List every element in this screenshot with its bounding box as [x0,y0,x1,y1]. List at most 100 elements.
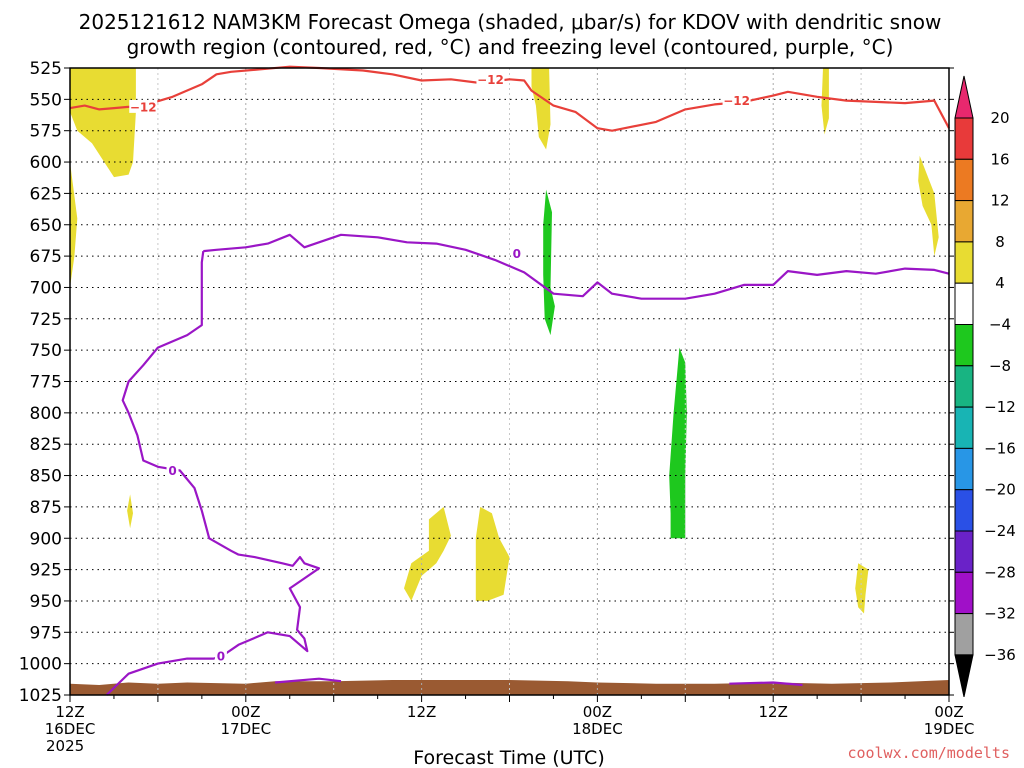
y-tick-label-575: 575 [30,122,62,142]
x-tick-label-60-1: 19DEC [924,720,975,738]
colorbar-segment-11 [954,530,974,573]
y-axis-ticks: 525 550 575 600 625 650 675 700 725 750 775 800 825 8… [19,59,954,706]
x-tick-label-36-1: 18DEC [572,720,623,738]
omega-positive-region-8 [855,563,869,614]
y-tick-label-775: 775 [30,373,62,393]
colorbar-label-12: −32 [984,605,1016,623]
colorbar-segment-12 [954,571,974,615]
y-tick-label-550: 550 [30,90,62,110]
y-tick-label-1025: 1025 [19,686,62,706]
x-tick-label-36-0: 00Z [583,703,612,721]
plot-area [70,68,949,695]
omega-positive-region-6 [404,506,451,601]
colorbar-label-2: 12 [990,192,1009,210]
colorbar-label-8: −16 [984,439,1016,457]
y-tick-label-825: 825 [30,435,62,455]
colorbar-label-3: 8 [995,233,1005,251]
colorbar-segment-7 [954,365,974,408]
dgz-label-2-bg [476,72,505,86]
freezing-label-3-bg [214,649,227,663]
x-tick-label-24-0: 12Z [407,703,436,721]
y-tick-label-525: 525 [30,59,62,79]
freezing-label-1-bg [510,246,523,260]
grid-lines [70,68,949,695]
freezing-label-2-bg [166,463,179,477]
freezing-label-1: 0 [513,247,521,261]
terrain-polygon [70,680,949,695]
colorbar-top-arrow [954,75,974,119]
x-tick-label-0-0: 12Z [55,703,84,721]
omega-negative-region-1 [669,347,687,539]
colorbar: 20 16 12 8 4 −4 −8 −12 −16 −20 −24 −28 −32 −36 [954,75,1016,698]
freezing-surface-segment-0 [275,677,342,684]
chart-title-line1: 2025121612 NAM3KM Forecast Omega (shaded… [79,10,942,34]
dgz-label-1-bg [129,99,158,113]
y-tick-label-975: 975 [30,623,62,643]
colorbar-segment-10 [954,489,974,532]
colorbar-segment-4 [954,241,974,284]
x-tick-label-12-1: 17DEC [221,720,272,738]
dgz-contour-line [69,65,950,132]
colorbar-segment-3 [954,200,974,243]
contour-lines: −12 −12 −12 0 0 0 [69,65,950,696]
x-axis-label: Forecast Time (UTC) [413,747,604,768]
colorbar-segment-5 [954,282,974,326]
colorbar-label-5: −4 [989,316,1011,334]
colorbar-label-0: 20 [990,109,1009,127]
freezing-contour-line-low [105,250,321,696]
chart-title-line2: growth region (contoured, red, °C) and f… [127,35,894,59]
y-tick-label-875: 875 [30,498,62,518]
omega-positive-region-0 [70,68,136,178]
x-tick-label-0-2: 2025 [46,737,84,755]
y-tick-label-925: 925 [30,561,62,581]
omega-positive-region-5 [127,494,133,529]
y-tick-label-725: 725 [30,310,62,330]
freezing-label-2: 0 [168,464,176,478]
omega-positive-region-2 [531,68,551,150]
dgz-label-3-bg [722,93,751,107]
omega-negative-region-0 [543,189,555,336]
colorbar-label-1: 16 [990,150,1009,168]
colorbar-segment-8 [954,406,974,449]
omega-positive-region-7 [475,506,510,601]
omega-shading [70,68,939,614]
colorbar-segment-6 [954,324,974,367]
colorbar-label-7: −12 [984,398,1016,416]
colorbar-label-13: −36 [984,646,1016,664]
y-tick-label-650: 650 [30,216,62,236]
colorbar-label-11: −28 [984,563,1016,581]
y-tick-label-800: 800 [30,404,62,424]
y-tick-label-675: 675 [30,247,62,267]
y-tick-label-950: 950 [30,592,62,612]
y-tick-label-750: 750 [30,341,62,361]
colorbar-label-10: −24 [984,522,1016,540]
y-tick-label-850: 850 [30,467,62,487]
colorbar-segment-13 [954,613,974,656]
colorbar-label-6: −8 [989,357,1011,375]
freezing-label-3: 0 [217,650,225,664]
freezing-contour-line [203,233,950,300]
colorbar-bottom-arrow [954,654,974,698]
credit-text: coolwx.com/modelts [847,744,1010,762]
colorbar-segment-1 [954,117,974,160]
terrain-fill [70,680,949,695]
x-tick-label-60-0: 00Z [934,703,963,721]
x-tick-label-12-0: 00Z [231,703,260,721]
colorbar-label-4: 4 [995,274,1005,292]
y-tick-label-1000: 1000 [19,655,62,675]
omega-positive-region-1 [70,162,78,288]
dgz-label-3: −12 [723,94,750,108]
dgz-label-1: −12 [130,100,157,114]
x-tick-label-48-0: 12Z [759,703,788,721]
y-tick-label-625: 625 [30,184,62,204]
y-tick-label-900: 900 [30,529,62,549]
omega-positive-region-4 [918,155,939,257]
colorbar-label-9: −20 [984,481,1016,499]
y-tick-label-600: 600 [30,153,62,173]
dgz-label-2: −12 [477,73,504,87]
colorbar-segment-9 [954,447,974,491]
plot-background [70,68,949,695]
x-tick-label-0-1: 16DEC [45,720,96,738]
